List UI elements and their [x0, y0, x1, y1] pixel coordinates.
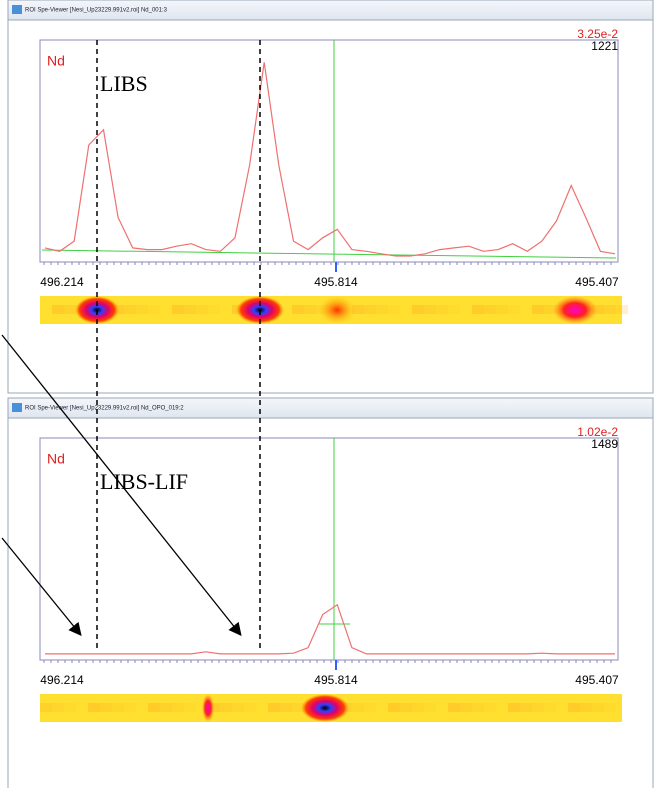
heatmap-cell: [376, 305, 388, 314]
window-title: ROI Spe-Viewer [Nesi_Up23229.991v2.roi] …: [25, 406, 184, 412]
heatmap-cell: [196, 305, 208, 314]
heatmap-cell: [412, 305, 424, 314]
heatmap-cell: [124, 305, 136, 314]
heatmap-cell: [112, 703, 124, 712]
heatmap-cell: [124, 703, 136, 712]
heatmap-cell: [292, 305, 304, 314]
heatmap-cell: [172, 703, 184, 712]
window-frame: [8, 398, 653, 788]
heatmap-cell: [208, 305, 220, 314]
element-label: Nd: [47, 451, 65, 467]
viewer-window: ROI Spe-Viewer [Nesi_Up23229.991v2.roi] …: [8, 398, 653, 788]
heatmap-cell: [508, 305, 520, 314]
heatmap-cell: [52, 305, 64, 314]
window-icon: [12, 403, 22, 412]
heatmap-cell: [100, 703, 112, 712]
heatmap-cell: [508, 703, 520, 712]
x-label: 495.814: [314, 673, 358, 687]
heatmap-cell: [472, 703, 484, 712]
technique-label: LIBS-LIF: [100, 469, 188, 494]
heatmap-hotspot: [202, 694, 214, 722]
heatmap-cell: [484, 703, 496, 712]
heatmap-cell: [388, 703, 400, 712]
heatmap-cell: [172, 305, 184, 314]
heatmap-cell: [580, 703, 592, 712]
x-label: 495.407: [575, 275, 619, 289]
heatmap-cell: [460, 703, 472, 712]
heatmap-cell: [604, 703, 616, 712]
heatmap-hotspot: [553, 296, 597, 324]
heatmap-cell: [448, 703, 460, 712]
x-label: 495.814: [314, 275, 358, 289]
heatmap-cell: [484, 305, 496, 314]
screenshot: ROI Spe-Viewer [Nesi_Up23229.991v2.roi] …: [0, 0, 654, 788]
heatmap-cell: [268, 703, 280, 712]
heatmap-cell: [388, 305, 400, 314]
heatmap-cell: [148, 703, 160, 712]
heatmap-cell: [592, 703, 604, 712]
heatmap-cell: [424, 703, 436, 712]
heatmap-cell: [424, 305, 436, 314]
heatmap-cell: [184, 305, 196, 314]
heatmap-cell: [520, 703, 532, 712]
heatmap-hotspot: [319, 296, 355, 324]
heatmap-cell: [436, 305, 448, 314]
heatmap-cell: [64, 703, 76, 712]
heatmap-cell: [304, 305, 316, 314]
heatmap-cell: [568, 703, 580, 712]
heatmap-cell: [400, 703, 412, 712]
heatmap-cell: [616, 305, 628, 314]
heatmap-cell: [136, 305, 148, 314]
heatmap-cell: [352, 703, 364, 712]
viewer-window: ROI Spe-Viewer [Nesi_Up23229.991v2.roi] …: [8, 0, 653, 393]
heatmap-cell: [148, 305, 160, 314]
heatmap-cell: [40, 703, 52, 712]
heatmap-cell: [472, 305, 484, 314]
window-title: ROI Spe-Viewer [Nesi_Up23229.991v2.roi] …: [25, 8, 168, 14]
heatmap-cell: [244, 703, 256, 712]
heatmap-cell: [232, 703, 244, 712]
heatmap-cell: [532, 703, 544, 712]
heatmap-cell: [448, 305, 460, 314]
heatmap-cell: [412, 703, 424, 712]
x-label: 496.214: [40, 673, 84, 687]
heatmap-cell: [532, 305, 544, 314]
window-icon: [12, 5, 22, 14]
heatmap-cell: [604, 305, 616, 314]
x-label: 496.214: [40, 275, 84, 289]
window-frame: [8, 0, 653, 393]
max-label: 1221: [591, 39, 618, 53]
heatmap-hotspot: [301, 694, 349, 722]
x-label: 495.407: [575, 673, 619, 687]
heatmap-cell: [364, 305, 376, 314]
heatmap-cell: [496, 305, 508, 314]
heatmap-cell: [364, 703, 376, 712]
technique-label: LIBS: [100, 71, 148, 96]
max-label: 1489: [591, 437, 618, 451]
heatmap-cell: [88, 703, 100, 712]
heatmap-cell: [184, 703, 196, 712]
heatmap-cell: [64, 305, 76, 314]
heatmap-cell: [160, 703, 172, 712]
heatmap-cell: [280, 703, 292, 712]
heatmap-cell: [220, 703, 232, 712]
heatmap-cell: [544, 703, 556, 712]
heatmap-cell: [52, 703, 64, 712]
element-label: Nd: [47, 53, 65, 69]
